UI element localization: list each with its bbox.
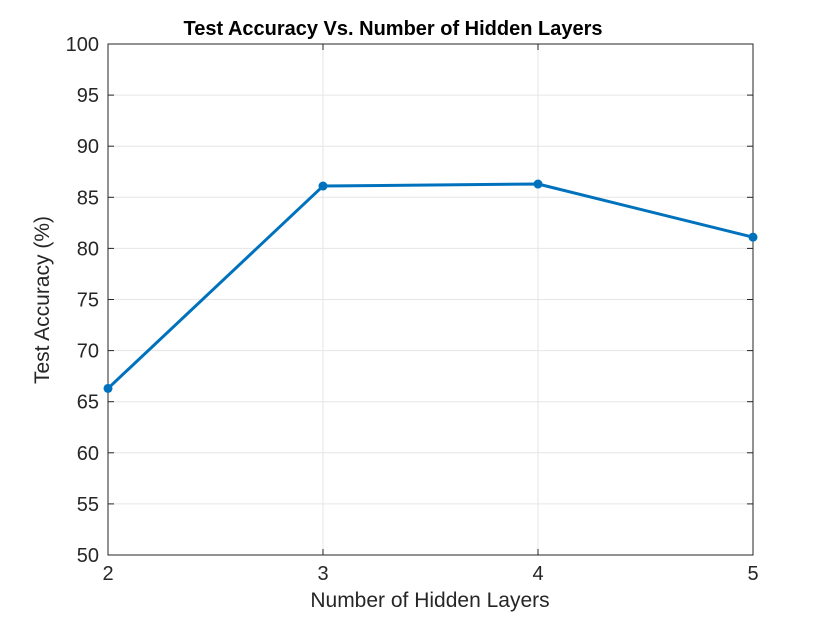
x-axis-label: Number of Hidden Layers — [310, 589, 549, 612]
y-tick-label: 70 — [77, 341, 99, 363]
data-point-marker — [318, 181, 328, 191]
x-tick-label: 3 — [317, 563, 328, 585]
y-tick-label: 60 — [77, 443, 99, 465]
x-tick-label: 5 — [747, 563, 758, 585]
y-tick-label: 55 — [77, 494, 99, 516]
data-point-marker — [533, 179, 543, 189]
y-tick-label: 100 — [66, 34, 99, 56]
y-tick-label: 80 — [77, 238, 99, 260]
series-line — [106, 182, 754, 390]
x-tick-label: 4 — [532, 563, 543, 585]
grid-lines — [108, 44, 753, 555]
chart-title: Test Accuracy Vs. Number of Hidden Layer… — [183, 18, 602, 40]
data-point-marker — [103, 383, 113, 393]
data-series — [103, 179, 758, 393]
y-tick-label: 90 — [77, 136, 99, 158]
axes-box-and-ticks — [107, 43, 754, 556]
y-tick-label: 95 — [77, 85, 99, 107]
data-point-marker — [748, 232, 758, 242]
x-tick-label: 2 — [102, 563, 113, 585]
y-tick-label: 65 — [77, 392, 99, 414]
y-tick-label: 50 — [77, 545, 99, 567]
y-tick-label: 75 — [77, 290, 99, 312]
y-axis-label: Test Accuracy (%) — [31, 216, 54, 384]
y-tick-label: 85 — [77, 187, 99, 209]
